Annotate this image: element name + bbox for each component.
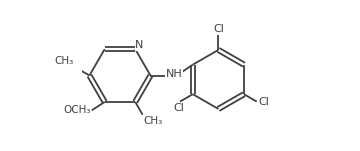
Text: N: N — [135, 40, 144, 50]
Text: Cl: Cl — [258, 97, 269, 107]
Text: Cl: Cl — [173, 103, 184, 112]
Text: CH₃: CH₃ — [55, 56, 74, 66]
Text: NH: NH — [166, 69, 183, 79]
Text: Cl: Cl — [213, 24, 224, 34]
Text: OCH₃: OCH₃ — [64, 105, 91, 115]
Text: CH₃: CH₃ — [143, 116, 162, 126]
